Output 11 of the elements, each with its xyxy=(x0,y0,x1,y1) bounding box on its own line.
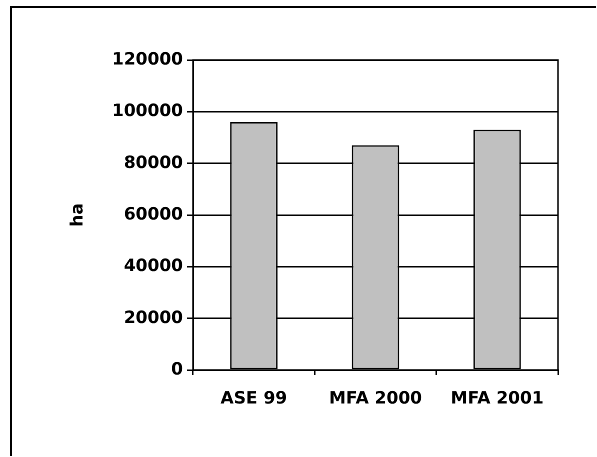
y-tick-label: 80000 xyxy=(124,152,184,173)
y-axis-title: ha xyxy=(68,203,88,227)
x-tick-label: ASE 99 xyxy=(220,388,288,409)
y-tick-label: 40000 xyxy=(124,256,184,276)
y-tick-label: 0 xyxy=(171,359,184,380)
y-tick-label: 100000 xyxy=(112,101,184,122)
x-tick-label: MFA 2000 xyxy=(329,388,422,409)
x-tick-label: MFA 2001 xyxy=(450,388,544,409)
y-tick-label: 20000 xyxy=(124,308,184,328)
y-tick-label: 60000 xyxy=(124,204,184,224)
y-tick-label: 120000 xyxy=(112,49,184,70)
